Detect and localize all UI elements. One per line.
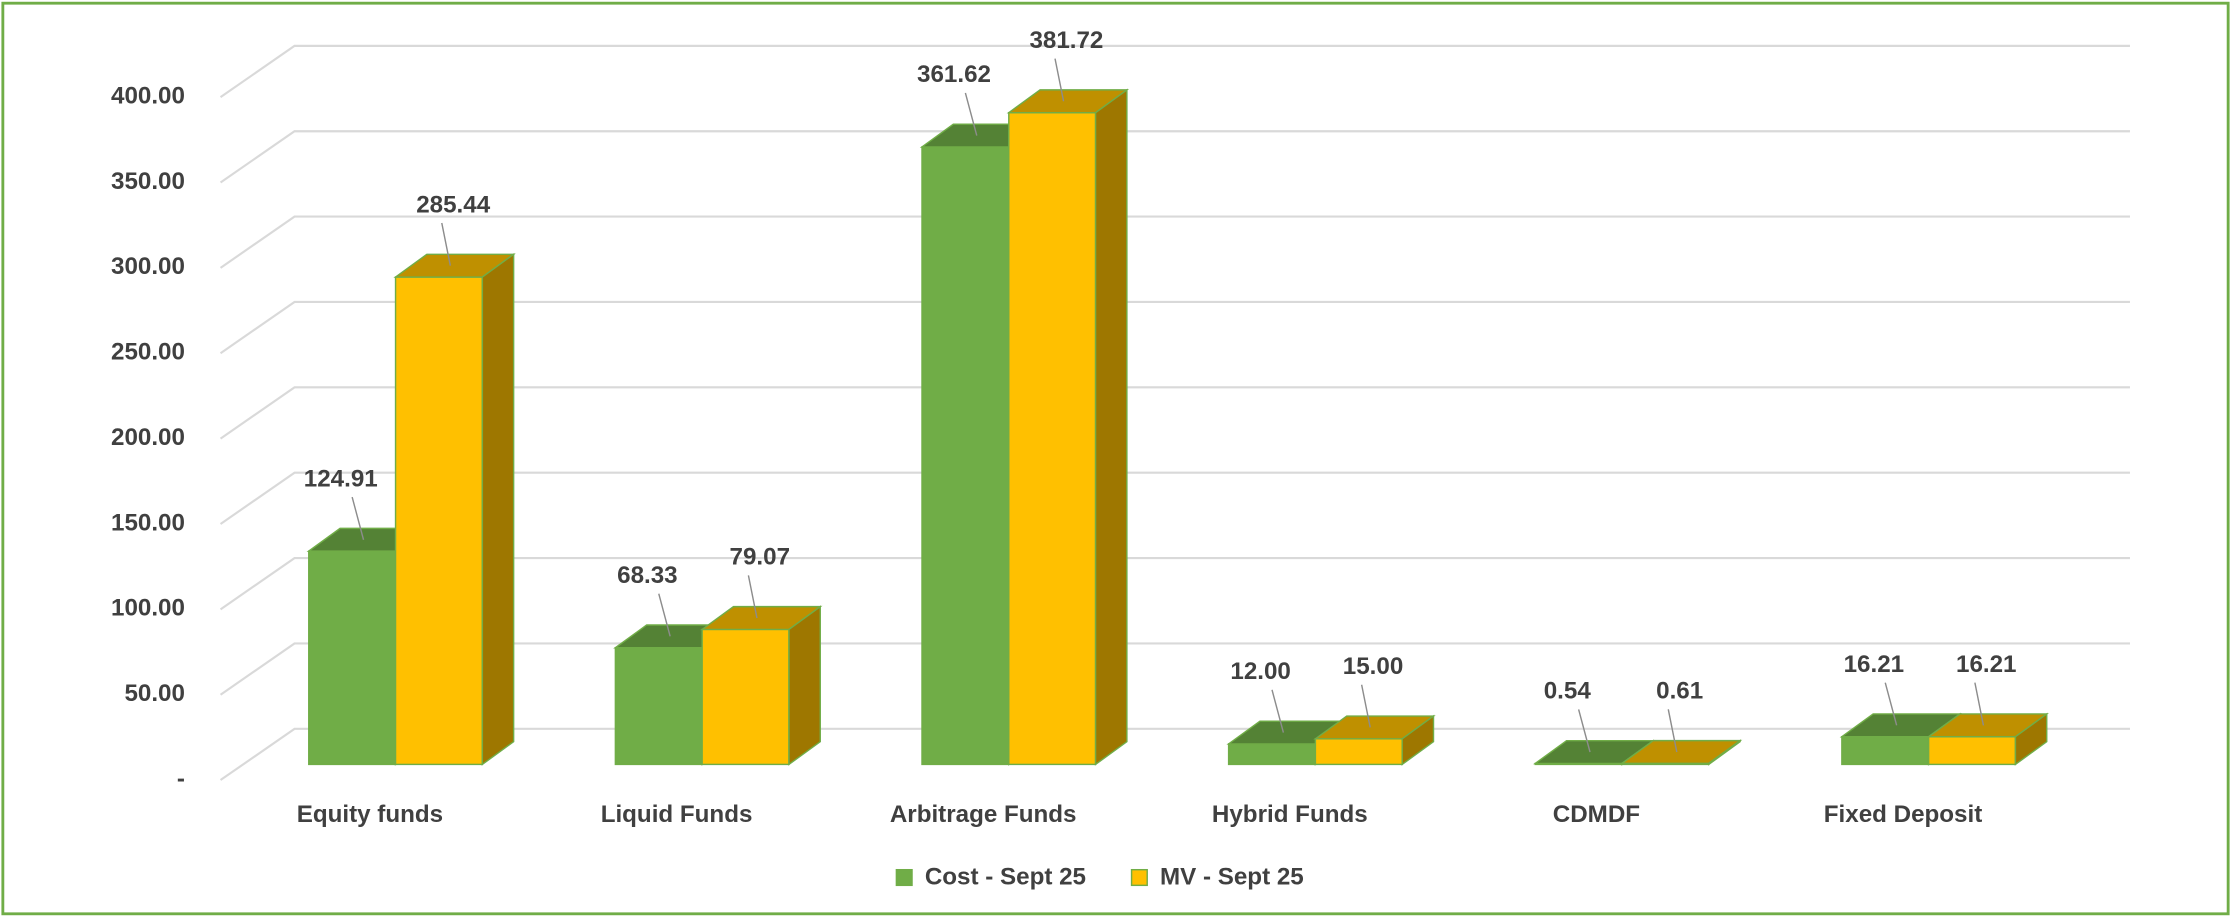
y-tick-label: 250.00 (111, 339, 185, 366)
legend-swatch (895, 868, 913, 887)
y-tick-label: 200.00 (111, 424, 185, 451)
bar-side (1401, 714, 1435, 766)
data-label: 361.62 (917, 61, 991, 88)
bar-front (1008, 111, 1097, 766)
legend-label: MV - Sept 25 (1160, 864, 1304, 891)
grid-line (219, 300, 2130, 355)
leader-line (1271, 689, 1285, 733)
grid-line (219, 642, 2130, 696)
data-label: 16.21 (1956, 651, 2017, 678)
data-label: 15.00 (1343, 653, 1404, 680)
grid-line (219, 386, 2130, 440)
grid-line (219, 727, 2130, 781)
bar-side (1708, 739, 1741, 766)
leader-line (964, 92, 978, 136)
bar-side (481, 252, 515, 766)
grid-line (219, 44, 2130, 98)
grid-line (219, 471, 2130, 525)
bar-front (614, 647, 703, 766)
bar-front (1841, 736, 1930, 766)
leader-line (747, 575, 758, 619)
y-tick-label: 300.00 (111, 253, 185, 280)
leader-line (1360, 684, 1371, 728)
bar-front (308, 550, 397, 766)
data-label: 0.61 (1656, 678, 1703, 705)
y-tick-label: 150.00 (111, 509, 185, 536)
y-tick-label: 350.00 (111, 168, 185, 195)
bar-front (921, 146, 1010, 766)
leader-line (351, 496, 365, 540)
leader-line (441, 222, 452, 266)
bar-front (1927, 736, 2017, 766)
data-label: 285.44 (416, 191, 490, 218)
bar-side (1094, 88, 1128, 766)
data-label: 0.54 (1544, 678, 1592, 705)
legend-swatch (1130, 868, 1148, 887)
leader-line (1577, 709, 1591, 753)
bar-front (1227, 743, 1317, 766)
bar-front (394, 276, 484, 766)
x-tick-label: Liquid Funds (601, 801, 753, 828)
y-tick-label: 400.00 (111, 82, 185, 109)
leader-line (1667, 709, 1678, 753)
leader-line (1054, 58, 1065, 102)
y-tick-label: 50.00 (124, 680, 184, 707)
bar-front (1314, 738, 1403, 766)
bar-front (701, 628, 790, 766)
data-label: 381.72 (1029, 27, 1103, 54)
data-label: 79.07 (730, 544, 791, 571)
y-tick-label: 100.00 (111, 595, 185, 622)
bar-side (2014, 712, 2048, 766)
leader-line (1974, 682, 1985, 726)
leader-line (1884, 682, 1898, 726)
x-tick-label: Fixed Deposit (1824, 801, 1983, 828)
grid-line (219, 215, 2130, 269)
legend-label: Cost - Sept 25 (925, 864, 1086, 891)
x-tick-label: Arbitrage Funds (890, 801, 1077, 828)
leader-line (658, 593, 671, 637)
data-label: 16.21 (1844, 651, 1905, 678)
bar-side (788, 605, 821, 766)
data-label: 12.00 (1230, 658, 1291, 685)
x-tick-label: CDMDF (1553, 801, 1640, 828)
grid-line (219, 130, 2130, 184)
y-tick-label: - (177, 765, 185, 792)
data-label: 68.33 (617, 562, 678, 589)
data-label: 124.91 (304, 465, 378, 492)
x-tick-label: Hybrid Funds (1212, 801, 1368, 828)
grid-line (219, 557, 2130, 611)
x-tick-label: Equity funds (297, 801, 443, 828)
